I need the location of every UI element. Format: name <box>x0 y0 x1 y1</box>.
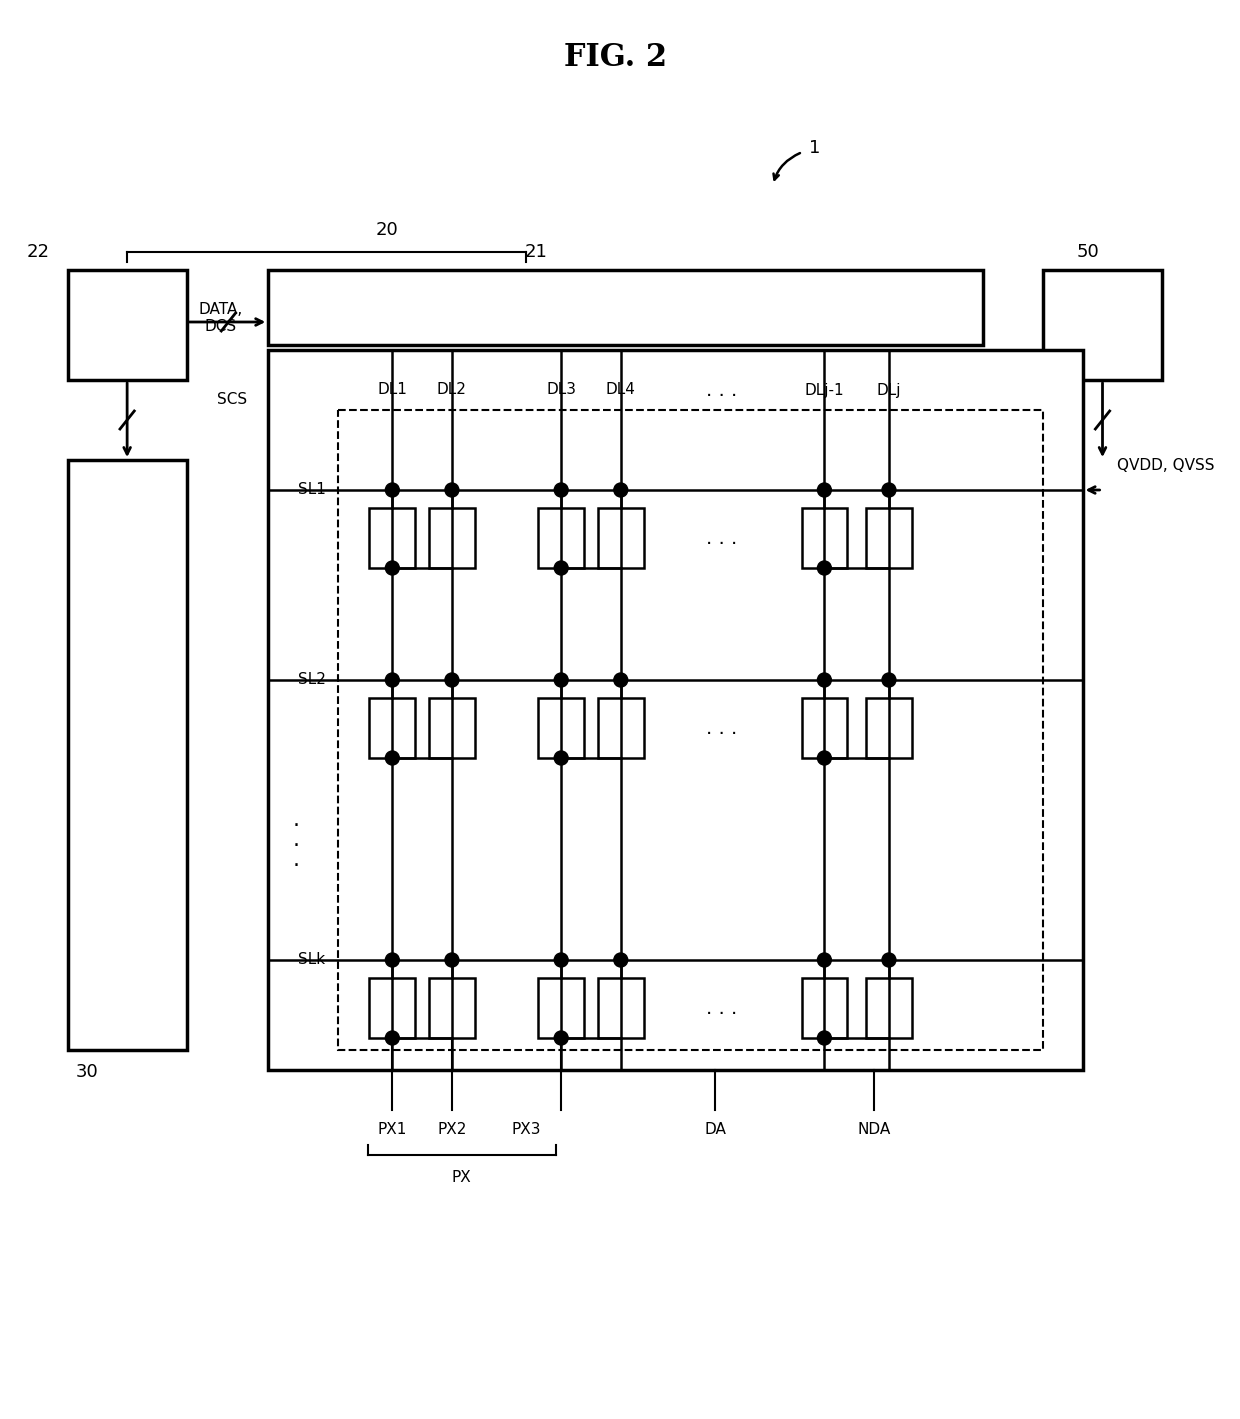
Circle shape <box>614 482 627 497</box>
Circle shape <box>554 482 568 497</box>
Bar <box>598 698 644 758</box>
Circle shape <box>445 673 459 687</box>
Text: 20: 20 <box>376 221 399 238</box>
Text: PX1: PX1 <box>378 1122 407 1138</box>
Bar <box>67 460 187 1050</box>
Circle shape <box>817 954 831 966</box>
Text: PX: PX <box>453 1169 471 1185</box>
Circle shape <box>386 954 399 966</box>
Circle shape <box>614 954 627 966</box>
Circle shape <box>445 954 459 966</box>
Circle shape <box>445 482 459 497</box>
Bar <box>429 978 475 1039</box>
Bar <box>801 978 847 1039</box>
Text: PX3: PX3 <box>512 1122 541 1138</box>
Bar <box>598 978 644 1039</box>
Bar <box>801 698 847 758</box>
Circle shape <box>554 751 568 765</box>
Bar <box>370 698 415 758</box>
Bar <box>337 410 1043 1050</box>
Circle shape <box>882 954 897 966</box>
Text: DL3: DL3 <box>546 383 577 397</box>
Bar <box>370 978 415 1039</box>
Text: . . .: . . . <box>707 528 738 548</box>
Text: DLj-1: DLj-1 <box>805 383 844 397</box>
Text: DLj: DLj <box>877 383 901 397</box>
Text: SL2: SL2 <box>298 673 326 687</box>
Text: SCS: SCS <box>217 393 247 407</box>
Text: 1: 1 <box>808 139 820 158</box>
Circle shape <box>882 673 897 687</box>
Text: . . .: . . . <box>707 380 738 400</box>
Text: PX2: PX2 <box>438 1122 466 1138</box>
Bar <box>429 698 475 758</box>
Circle shape <box>386 1032 399 1044</box>
Text: SLk: SLk <box>298 952 325 968</box>
Text: DA: DA <box>704 1122 727 1138</box>
Text: 50: 50 <box>1076 243 1099 261</box>
Circle shape <box>554 1032 568 1044</box>
Bar <box>801 508 847 568</box>
Text: 22: 22 <box>26 243 50 261</box>
Text: . . .: . . . <box>707 999 738 1017</box>
Bar <box>429 508 475 568</box>
Bar <box>67 270 187 380</box>
Text: . . .: . . . <box>707 718 738 738</box>
Text: NDA: NDA <box>857 1122 890 1138</box>
Text: .: . <box>293 810 300 830</box>
Circle shape <box>817 482 831 497</box>
Circle shape <box>817 1032 831 1044</box>
Text: 30: 30 <box>76 1063 99 1081</box>
Bar <box>866 508 911 568</box>
Bar <box>268 350 1083 1070</box>
Circle shape <box>817 561 831 575</box>
Bar <box>866 978 911 1039</box>
Circle shape <box>614 673 627 687</box>
Circle shape <box>386 673 399 687</box>
Bar <box>370 508 415 568</box>
Text: DL2: DL2 <box>436 383 467 397</box>
Circle shape <box>554 673 568 687</box>
Circle shape <box>554 954 568 966</box>
Text: DL1: DL1 <box>377 383 407 397</box>
Bar <box>538 978 584 1039</box>
Circle shape <box>817 673 831 687</box>
Bar <box>538 698 584 758</box>
Circle shape <box>386 751 399 765</box>
Circle shape <box>554 561 568 575</box>
Text: DL4: DL4 <box>606 383 636 397</box>
Bar <box>598 508 644 568</box>
Circle shape <box>386 561 399 575</box>
Text: DATA,
DCS: DATA, DCS <box>198 302 243 335</box>
Circle shape <box>386 482 399 497</box>
Text: FIG. 2: FIG. 2 <box>564 43 667 74</box>
Text: .: . <box>293 850 300 870</box>
Text: 21: 21 <box>525 243 548 261</box>
Text: .: . <box>293 830 300 850</box>
Text: QVDD, QVSS: QVDD, QVSS <box>1117 457 1215 473</box>
Bar <box>268 270 983 345</box>
Bar <box>1043 270 1162 380</box>
Bar <box>538 508 584 568</box>
Text: SL1: SL1 <box>298 482 326 498</box>
Circle shape <box>882 482 897 497</box>
Bar <box>866 698 911 758</box>
Circle shape <box>817 751 831 765</box>
